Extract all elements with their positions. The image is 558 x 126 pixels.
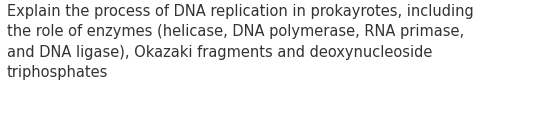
Text: Explain the process of DNA replication in prokayrotes, including
the role of enz: Explain the process of DNA replication i… xyxy=(7,4,473,80)
